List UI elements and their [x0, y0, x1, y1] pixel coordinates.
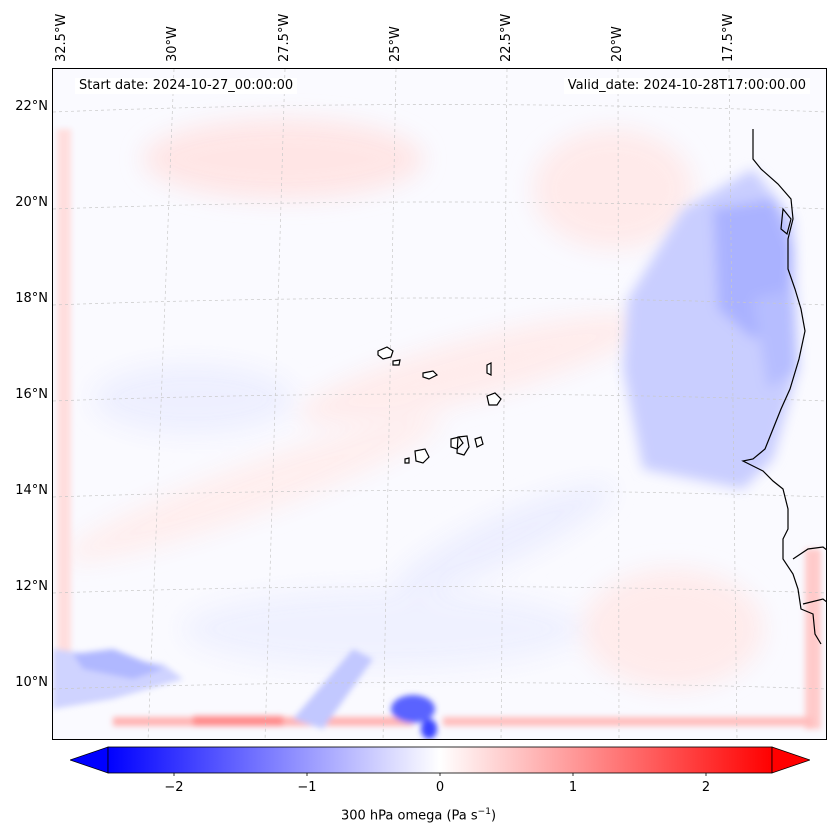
islands	[377, 346, 502, 464]
colorbar-tick-2: 2	[701, 780, 711, 795]
lon-label-27-5w: 27.5°W	[277, 13, 292, 62]
lon-label-22-5w: 22.5°W	[499, 13, 514, 62]
colorbar-title-close: )	[490, 808, 497, 824]
colorbar-title: 300 hPa omega (Pa s−1)	[0, 807, 837, 823]
lon-label-20w: 20°W	[610, 26, 625, 62]
valid-date-label: Valid_date: 2024-10-28T17:00:00.00	[563, 78, 810, 94]
start-date-label: Start date: 2024-10-27_00:00:00	[75, 78, 298, 94]
colorbar-title-exponent: −1	[477, 807, 491, 817]
lat-label-22n: 22°N	[15, 99, 48, 114]
coastline	[741, 129, 826, 645]
colorbar-title-main: 300 hPa omega (Pa s	[340, 808, 478, 824]
lon-label-30w: 30°W	[165, 26, 180, 62]
colorbar-gradient	[107, 746, 773, 774]
omega-field-map	[53, 69, 826, 739]
colorbar-extend-max	[771, 746, 810, 774]
lat-label-12n: 12°N	[15, 579, 48, 594]
lon-label-25w: 25°W	[388, 26, 403, 62]
map-panel[interactable]	[52, 68, 827, 740]
graticule	[53, 69, 826, 739]
colorbar	[70, 746, 810, 776]
lat-label-20n: 20°N	[15, 195, 48, 210]
lon-label-17-5w: 17.5°W	[721, 13, 736, 62]
lon-label-32-5w: 32.5°W	[54, 13, 69, 62]
lat-label-18n: 18°N	[15, 291, 48, 306]
colorbar-tick-neg1: −1	[297, 780, 317, 795]
colorbar-tick-neg2: −2	[164, 780, 184, 795]
lat-label-14n: 14°N	[15, 483, 48, 498]
colorbar-tick-0: 0	[435, 780, 445, 795]
omega-field-patches	[53, 119, 821, 739]
colorbar-tick-1: 1	[568, 780, 578, 795]
colorbar-extend-min	[70, 746, 109, 774]
lat-label-10n: 10°N	[15, 675, 48, 690]
lat-label-16n: 16°N	[15, 387, 48, 402]
